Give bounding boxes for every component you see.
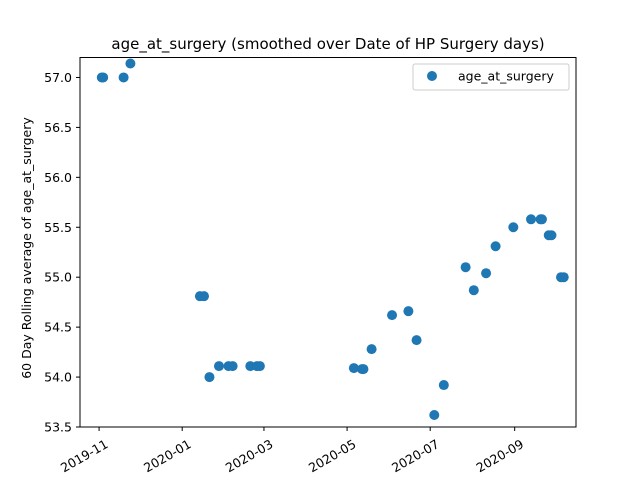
data-point-0-20 bbox=[429, 410, 440, 421]
y-tick-label-6: 56.5 bbox=[44, 120, 72, 135]
data-point-0-5 bbox=[199, 291, 209, 302]
data-point-0-24 bbox=[481, 268, 492, 279]
legend-entry-age-at-surgery: age_at_surgery bbox=[458, 69, 554, 84]
data-point-0-17 bbox=[387, 310, 398, 321]
data-point-0-15 bbox=[358, 364, 369, 375]
data-point-0-31 bbox=[546, 230, 557, 241]
data-point-0-27 bbox=[526, 214, 537, 225]
chart-title: age_at_surgery (smoothed over Date of HP… bbox=[111, 35, 544, 54]
data-point-0-1 bbox=[98, 72, 109, 83]
data-point-0-7 bbox=[213, 361, 224, 372]
data-point-0-16 bbox=[366, 344, 377, 355]
legend: age_at_surgery bbox=[412, 63, 570, 91]
data-point-0-3 bbox=[125, 58, 136, 69]
y-tick-label-2: 54.5 bbox=[44, 320, 72, 335]
data-point-0-6 bbox=[204, 372, 215, 383]
y-axis-label: 60 Day Rolling average of age_at_surgery bbox=[19, 117, 34, 379]
data-point-0-26 bbox=[508, 222, 519, 233]
y-tick-label-1: 54.0 bbox=[44, 370, 72, 385]
data-point-0-29 bbox=[536, 214, 547, 225]
y-axis-ticks: 53.5 54.0 54.5 55.0 55.5 56.0 56.5 57.0 bbox=[44, 70, 80, 435]
data-point-0-18 bbox=[403, 306, 414, 317]
data-points bbox=[96, 58, 569, 421]
data-point-0-13 bbox=[348, 363, 359, 374]
data-point-0-22 bbox=[460, 262, 471, 273]
data-point-0-9 bbox=[227, 361, 238, 372]
data-point-0-25 bbox=[490, 241, 501, 252]
data-point-0-19 bbox=[411, 335, 422, 346]
y-tick-label-3: 55.0 bbox=[44, 270, 72, 285]
data-point-0-21 bbox=[438, 380, 449, 391]
legend-marker bbox=[427, 71, 437, 81]
plot-area-frame bbox=[79, 57, 577, 428]
y-tick-label-0: 53.5 bbox=[44, 420, 72, 435]
data-point-0-2 bbox=[118, 72, 129, 83]
legend-box bbox=[412, 63, 570, 91]
data-point-0-12 bbox=[254, 361, 265, 372]
data-point-0-23 bbox=[468, 285, 479, 296]
y-tick-label-5: 56.0 bbox=[44, 170, 72, 185]
data-point-0-33 bbox=[558, 272, 569, 283]
y-tick-label-7: 57.0 bbox=[44, 70, 72, 85]
y-tick-label-4: 55.5 bbox=[44, 220, 72, 235]
